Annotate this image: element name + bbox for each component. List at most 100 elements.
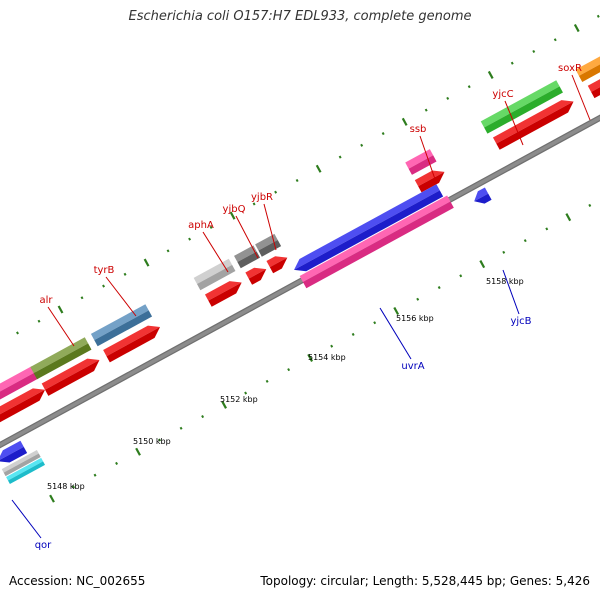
top-tick xyxy=(553,38,557,42)
bottom-tick xyxy=(72,485,75,489)
bottom-tick xyxy=(373,321,377,325)
gene-feature-soxR xyxy=(575,56,600,82)
cds-arrow-bottom xyxy=(269,257,288,274)
top-tick xyxy=(596,14,600,18)
bottom-tick xyxy=(502,250,506,254)
cds-arrow xyxy=(492,100,574,150)
gene-feature-ssb-bottom xyxy=(408,155,437,175)
bottom-tick xyxy=(545,227,549,231)
gene-label-yjbQ: yjbQ xyxy=(223,204,246,215)
scale-label: 5156 kbp xyxy=(396,314,434,323)
gene-feature-yjbR-bottom xyxy=(258,240,282,257)
gene-feature-unlabeled-top xyxy=(299,195,451,283)
bottom-tick xyxy=(49,494,55,503)
gene-label-ssb: ssb xyxy=(410,124,427,135)
gene-feature-alr-top xyxy=(30,337,89,374)
gene-feature-qor-top xyxy=(0,440,24,460)
bottom-tick xyxy=(179,426,183,430)
gene-label-alr: alr xyxy=(39,295,53,306)
top-tick xyxy=(381,132,385,136)
cds-arrow-bottom xyxy=(591,87,600,99)
top-tick xyxy=(360,143,364,147)
top-tick xyxy=(80,296,84,300)
bottom-tick xyxy=(479,260,486,269)
gene-feature-yjbR xyxy=(255,233,282,257)
gene-feature-yjbQ-bottom xyxy=(237,251,261,269)
top-tick xyxy=(252,202,256,206)
bottom-tick xyxy=(265,379,269,383)
gene-feature-yjcC-top xyxy=(480,80,560,128)
gene-feature-aphA-top xyxy=(193,258,233,285)
cds-arrow xyxy=(414,170,445,193)
cds-arrow-bottom xyxy=(0,389,46,423)
genome-summary: Topology: circular; Length: 5,528,445 bp… xyxy=(260,574,590,588)
scale-label: 5154 kbp xyxy=(308,353,346,362)
top-tick xyxy=(467,85,471,89)
scale-label: 5152 kbp xyxy=(220,395,258,404)
top-tick xyxy=(424,108,428,112)
bottom-tick xyxy=(307,353,314,362)
scale-label: 5158 kbp xyxy=(486,277,524,286)
map-title: Escherichia coli O157:H7 EDL933, complet… xyxy=(128,9,472,24)
top-tick xyxy=(510,61,514,65)
scale-label: 5150 kbp xyxy=(133,437,171,446)
bottom-tick xyxy=(115,461,119,465)
top-tick xyxy=(37,319,41,323)
gene-label-yjcB: yjcB xyxy=(510,316,531,327)
cds-arrow xyxy=(204,281,242,307)
top-tick xyxy=(487,70,494,79)
cds-arrow xyxy=(0,388,46,423)
leader-line-qor xyxy=(11,499,42,539)
bottom-tick xyxy=(416,297,420,301)
gene-feature-unlabeled xyxy=(0,365,39,400)
top-tick xyxy=(57,305,64,314)
top-tick xyxy=(102,284,105,288)
cds-arrow-top xyxy=(266,256,288,268)
cds-arrow-bottom xyxy=(248,269,267,285)
top-tick xyxy=(573,23,580,33)
bottom-tick xyxy=(287,368,291,372)
top-tick xyxy=(446,96,450,100)
accession-label: Accession: NC_002655 xyxy=(9,574,146,588)
gene-feature-unlabeled xyxy=(1,449,41,477)
gene-feature-yjcC xyxy=(480,80,563,134)
top-tick xyxy=(143,258,150,267)
gene-label-uvrA: uvrA xyxy=(401,361,424,372)
gene-feature-qor-bottom xyxy=(0,446,28,463)
cds-arrow-bottom xyxy=(418,171,445,193)
gene-feature-aphA-bottom xyxy=(196,264,236,291)
gene-feature-tyrB-bottom xyxy=(94,310,153,347)
bottom-tick xyxy=(221,400,227,409)
gene-feature-yjbR-top xyxy=(255,233,278,251)
cds-arrow-top xyxy=(587,79,600,92)
leader-line-yjcC xyxy=(504,100,524,146)
leader-line-tyrB xyxy=(105,276,137,317)
top-tick xyxy=(16,331,19,335)
bottom-tick xyxy=(459,274,463,278)
bottom-tick xyxy=(158,438,162,442)
gene-feature-unlabeled xyxy=(299,195,454,289)
cds-arrow-bottom xyxy=(45,360,100,396)
gene-label-qor: qor xyxy=(35,540,52,551)
gene-label-aphA: aphA xyxy=(188,220,214,231)
gene-feature-uvrA xyxy=(294,184,444,272)
bottom-tick xyxy=(351,332,355,336)
leader-line-alr xyxy=(47,306,75,347)
leader-line-yjbR xyxy=(263,203,277,251)
bottom-tick xyxy=(523,239,527,243)
gene-feature-yjcB-top xyxy=(474,187,489,202)
cds-arrow-top xyxy=(245,267,267,279)
gene-feature-soxR-bottom xyxy=(578,64,600,82)
gene-feature-alr xyxy=(30,337,92,380)
gene-feature-soxR-top xyxy=(575,56,600,76)
gene-feature-uvrA-bottom xyxy=(294,190,444,272)
cds-arrow xyxy=(587,79,600,99)
gene-label-tyrB: tyrB xyxy=(94,265,115,276)
bottom-tick xyxy=(437,286,441,290)
cds-arrow-top xyxy=(0,388,46,415)
gene-label-soxR: soxR xyxy=(558,63,582,74)
cds-arrow-top xyxy=(492,100,574,144)
gene-label-yjcC: yjcC xyxy=(492,89,513,100)
cds-arrow-top xyxy=(103,325,161,357)
